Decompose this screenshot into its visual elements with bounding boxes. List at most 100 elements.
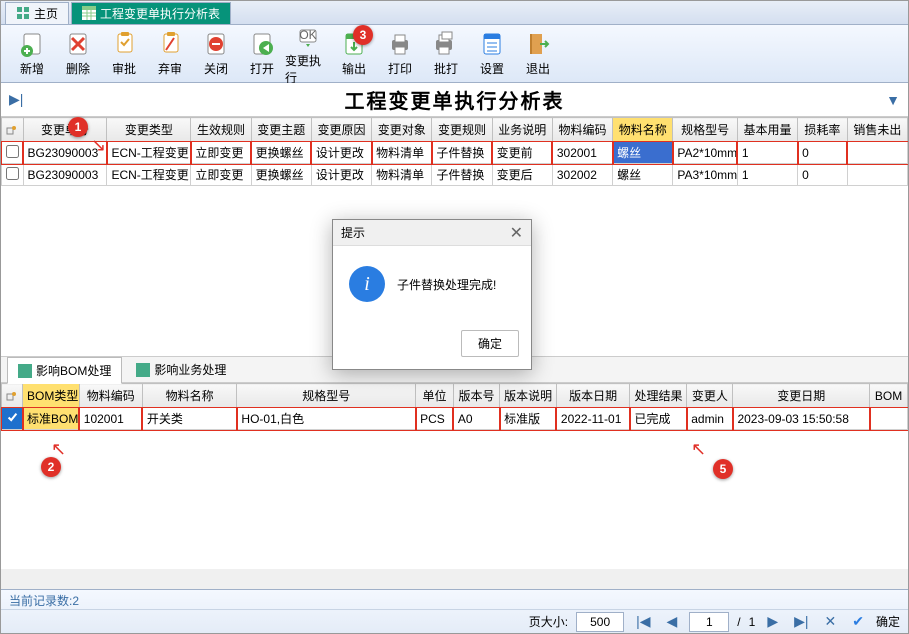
annotation-arrow-icon: ↖: [691, 439, 706, 460]
cell: 302002: [552, 164, 612, 186]
batch-icon: [432, 30, 460, 58]
top-header[interactable]: [2, 118, 24, 142]
cell: 螺丝: [613, 164, 673, 186]
info-icon: i: [349, 266, 385, 302]
cell: 2022-11-01: [556, 408, 630, 430]
cell: 子件替换: [432, 164, 492, 186]
bot-header[interactable]: 处理结果: [630, 384, 687, 408]
table-row[interactable]: 标准BOM102001开关类HO-01,白色PCSA0标准版2022-11-01…: [2, 408, 908, 430]
cell: 物料清单: [372, 164, 432, 186]
grid-icon: [136, 363, 150, 377]
top-header[interactable]: 变更原因: [311, 118, 371, 142]
open-button[interactable]: 打开: [239, 29, 285, 79]
next-page-icon[interactable]: ▶: [763, 613, 782, 630]
paginator-confirm-label: 确定: [876, 613, 900, 630]
page-num-input[interactable]: [689, 612, 729, 632]
exit-icon: [524, 30, 552, 58]
bot-header[interactable]: BOM类型: [23, 384, 80, 408]
top-header[interactable]: 变更对象: [372, 118, 432, 142]
delete-icon: [64, 30, 92, 58]
row-checkbox[interactable]: [6, 145, 19, 158]
tab-home[interactable]: 主页: [5, 2, 69, 24]
cell: 变更前: [492, 142, 552, 164]
collapse-right-icon[interactable]: ▼: [886, 92, 900, 108]
bot-header[interactable]: 单位: [416, 384, 454, 408]
bot-header[interactable]: 规格型号: [237, 384, 416, 408]
top-header[interactable]: 变更主题: [251, 118, 311, 142]
ok-button[interactable]: 确定: [461, 330, 519, 357]
top-grid: 变更单号变更类型生效规则变更主题变更原因变更对象变更规则业务说明物料编码物料名称…: [1, 117, 908, 186]
top-header[interactable]: 业务说明: [492, 118, 552, 142]
cell: 已完成: [630, 408, 687, 430]
close-icon[interactable]: ✕: [510, 223, 523, 243]
bot-header[interactable]: 物料名称: [142, 384, 237, 408]
cell: 1: [737, 142, 797, 164]
top-header[interactable]: 生效规则: [191, 118, 251, 142]
top-header[interactable]: 销售未出: [847, 118, 907, 142]
status-bar: 当前记录数:2 页大小: |◀ ◀ / 1 ▶ ▶| ✕ ✔ 确定: [1, 589, 908, 633]
svg-text:OK: OK: [299, 28, 316, 42]
first-page-icon[interactable]: |◀: [632, 613, 654, 630]
bot-header[interactable]: BOM: [870, 384, 908, 408]
execute-button[interactable]: OK变更执行: [285, 29, 331, 79]
discard-button[interactable]: 弃审: [147, 29, 193, 79]
cell: [847, 142, 907, 164]
close-button[interactable]: 关闭: [193, 29, 239, 79]
top-header[interactable]: 基本用量: [737, 118, 797, 142]
page-size-input[interactable]: [576, 612, 624, 632]
new-button[interactable]: 新增: [9, 29, 55, 79]
close-icon: [202, 30, 230, 58]
cell: 物料清单: [372, 142, 432, 164]
bot-header[interactable]: 物料编码: [79, 384, 142, 408]
collapse-left-icon[interactable]: ▶|: [9, 91, 23, 108]
table-row[interactable]: BG23090003ECN-工程变更立即变更更换螺丝设计更改物料清单子件替换变更…: [2, 142, 908, 164]
sub-tab[interactable]: 影响BOM处理: [7, 357, 122, 384]
annotation-marker: 1: [68, 117, 88, 137]
cell: 标准版: [500, 408, 557, 430]
top-header[interactable]: 损耗率: [798, 118, 847, 142]
table-row[interactable]: BG23090003ECN-工程变更立即变更更换螺丝设计更改物料清单子件替换变更…: [2, 164, 908, 186]
bot-header[interactable]: 版本说明: [500, 384, 557, 408]
dialog-header: 提示 ✕: [333, 220, 531, 246]
top-header[interactable]: 物料编码: [552, 118, 612, 142]
exit-button[interactable]: 退出: [515, 29, 561, 79]
grid-icon: [18, 364, 32, 378]
approve-button[interactable]: 审批: [101, 29, 147, 79]
bot-header[interactable]: [2, 384, 23, 408]
batch-button[interactable]: 批打: [423, 29, 469, 79]
confirm-icon[interactable]: ✔: [848, 613, 868, 630]
annotation-marker: 3: [353, 25, 373, 45]
cell: [870, 408, 908, 430]
cell: 设计更改: [311, 142, 371, 164]
discard-icon: [156, 30, 184, 58]
bot-header[interactable]: 变更人: [687, 384, 733, 408]
dialog-message: 子件替换处理完成!: [397, 276, 496, 293]
top-header[interactable]: 物料名称: [613, 118, 673, 142]
page-title: 工程变更单执行分析表: [345, 85, 565, 114]
delete-button[interactable]: 删除: [55, 29, 101, 79]
sub-tab[interactable]: 影响业务处理: [126, 357, 236, 382]
last-page-icon[interactable]: ▶|: [790, 613, 812, 630]
open-icon: [248, 30, 276, 58]
top-header[interactable]: 变更规则: [432, 118, 492, 142]
refresh-icon[interactable]: ✕: [821, 613, 841, 630]
bot-header[interactable]: 变更日期: [733, 384, 870, 408]
bot-header[interactable]: 版本日期: [556, 384, 630, 408]
cell: 0: [798, 164, 847, 186]
title-row: ▶| 工程变更单执行分析表 ▼: [1, 83, 908, 117]
settings-button[interactable]: 设置: [469, 29, 515, 79]
top-header[interactable]: 规格型号: [673, 118, 738, 142]
annotation-marker: 2: [41, 457, 61, 477]
settings-icon: [478, 30, 506, 58]
row-checkbox[interactable]: [6, 167, 19, 180]
tab-report[interactable]: 工程变更单执行分析表: [71, 2, 231, 24]
row-checkbox[interactable]: [6, 411, 19, 424]
print-button[interactable]: 打印: [377, 29, 423, 79]
prev-page-icon[interactable]: ◀: [663, 613, 682, 630]
top-header[interactable]: 变更类型: [107, 118, 191, 142]
grid-icon: [82, 6, 96, 20]
dialog-title: 提示: [341, 224, 365, 241]
bot-header[interactable]: 版本号: [453, 384, 499, 408]
cell: 0: [798, 142, 847, 164]
cell: BG23090003: [23, 164, 107, 186]
